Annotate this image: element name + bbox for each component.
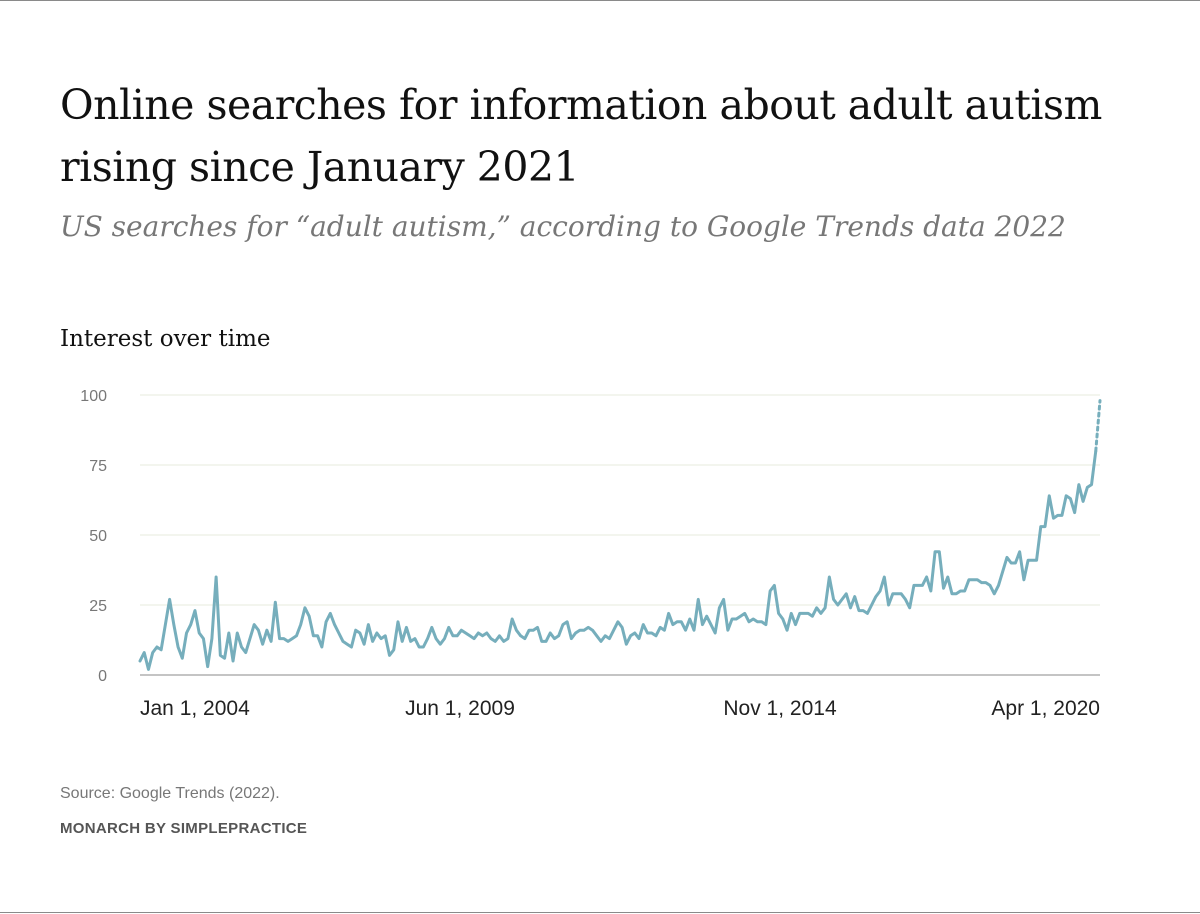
series-layer: [138, 399, 1102, 671]
series-line: [138, 449, 1098, 671]
chart-title: Online searches for information about ad…: [60, 81, 1102, 191]
top-border: [0, 0, 1200, 1]
x-tick-label: Jan 1, 2004: [140, 697, 250, 720]
bottom-border: [0, 912, 1200, 913]
x-tick-label: Jun 1, 2009: [405, 697, 515, 720]
x-axis-ticks: Jan 1, 2004 Jun 1, 2009 Nov 1, 2014 Apr 1, …: [140, 697, 1100, 720]
brand-credit: MONARCH BY SIMPLEPRACTICE: [60, 820, 308, 837]
x-tick-label: Nov 1, 2014: [723, 697, 837, 720]
y-tick-label: 100: [80, 388, 107, 405]
y-axis-ticks: 0 25 50 75 100: [80, 388, 107, 685]
y-tick-label: 75: [89, 458, 107, 475]
gridlines: [140, 394, 1100, 606]
x-tick-label: Apr 1, 2020: [991, 697, 1100, 720]
line-chart: 0 25 50 75 100 Jan 1, 2004 Jun 1, 2009 Nov 1, …: [80, 388, 1102, 720]
y-tick-label: 25: [89, 598, 107, 615]
chart-heading: Interest over time: [60, 326, 271, 352]
y-tick-label: 0: [98, 668, 107, 685]
y-tick-label: 50: [89, 528, 107, 545]
source-note: Source: Google Trends (2022).: [60, 785, 280, 802]
chart-subtitle: US searches for “adult autism,” accordin…: [60, 210, 1066, 243]
series-line-partial: [1094, 399, 1102, 453]
